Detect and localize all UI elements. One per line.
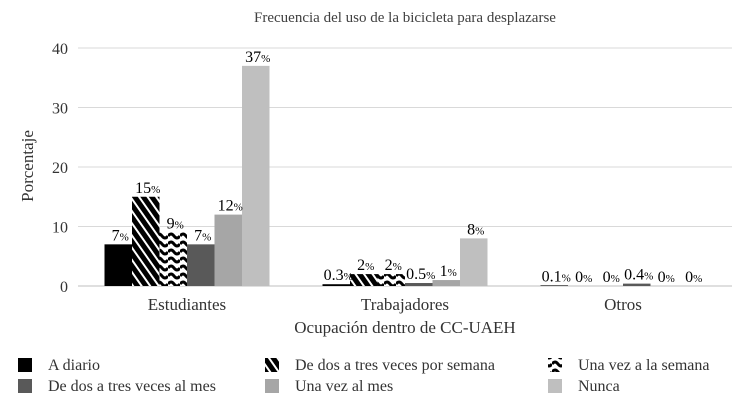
data-label: 15% bbox=[135, 180, 160, 197]
y-tick-label: 40 bbox=[52, 41, 68, 58]
data-label: 7% bbox=[112, 227, 129, 244]
bar bbox=[623, 283, 651, 286]
legend-item: De dos a tres veces por semana bbox=[265, 357, 495, 374]
legend-swatch bbox=[548, 358, 562, 372]
bar bbox=[432, 280, 460, 286]
bar bbox=[460, 238, 488, 286]
category-label: Trabajadores bbox=[361, 295, 449, 314]
data-label: 8% bbox=[467, 221, 484, 238]
bar bbox=[377, 274, 405, 286]
data-label: 1% bbox=[440, 263, 457, 280]
data-label: 0% bbox=[603, 269, 620, 286]
y-tick-label: 0 bbox=[60, 279, 68, 296]
data-label: 7% bbox=[194, 227, 211, 244]
bar bbox=[104, 244, 132, 286]
category-labels: Estudiantes Trabajadores Otros bbox=[148, 295, 642, 314]
legend-label: Nunca bbox=[578, 378, 620, 395]
y-axis-label: Porcentaje bbox=[18, 130, 37, 202]
legend-swatch bbox=[548, 379, 562, 393]
legend-item: A diario bbox=[18, 357, 100, 374]
y-tick-labels: 0 10 20 30 40 bbox=[52, 41, 68, 296]
y-tick-label: 10 bbox=[52, 220, 68, 237]
legend-label: A diario bbox=[48, 357, 100, 374]
legend: A diario De dos a tres veces por semana Un… bbox=[18, 357, 709, 395]
legend-label: Una vez al mes bbox=[295, 378, 393, 395]
chart-title: Frecuencia del uso de la bicicleta para … bbox=[254, 10, 556, 26]
category-label: Otros bbox=[604, 295, 642, 314]
legend-item: Una vez a la semana bbox=[548, 357, 709, 374]
data-label: 0.1% bbox=[542, 268, 571, 285]
x-axis-label: Ocupación dentro de CC-UAEH bbox=[294, 318, 515, 337]
legend-swatch bbox=[265, 358, 279, 372]
data-label: 0.5% bbox=[406, 266, 435, 283]
data-label: 2% bbox=[357, 257, 374, 274]
data-label: 12% bbox=[218, 198, 243, 215]
data-label: 0% bbox=[685, 269, 702, 286]
legend-swatch bbox=[265, 379, 279, 393]
legend-item: Una vez al mes bbox=[265, 378, 393, 395]
y-tick-label: 30 bbox=[52, 101, 68, 118]
bar bbox=[214, 214, 242, 286]
legend-swatch bbox=[18, 379, 32, 393]
legend-label: Una vez a la semana bbox=[578, 357, 709, 374]
bar bbox=[350, 274, 378, 286]
bar bbox=[159, 232, 187, 286]
bar bbox=[322, 284, 350, 286]
data-label: 37% bbox=[245, 49, 270, 66]
data-labels: 7%15%9%7%12%37%0.3%2% 2% 0.5% 1%8%0.1% 0% 0% 0… bbox=[112, 49, 703, 286]
data-label: 0.3% bbox=[324, 267, 353, 284]
bar bbox=[132, 196, 160, 286]
data-label: 0.4% bbox=[624, 267, 653, 284]
bar bbox=[242, 65, 270, 286]
bar bbox=[405, 283, 433, 286]
bar bbox=[187, 244, 215, 286]
bars bbox=[104, 65, 651, 286]
data-label: 0% bbox=[658, 269, 675, 286]
legend-item: De dos a tres veces al mes bbox=[18, 378, 216, 395]
data-label: 9% bbox=[167, 215, 184, 232]
y-tick-label: 20 bbox=[52, 160, 68, 177]
legend-label: De dos a tres veces al mes bbox=[48, 378, 216, 395]
data-label: 0% bbox=[575, 269, 592, 286]
category-label: Estudiantes bbox=[148, 295, 226, 314]
legend-swatch bbox=[18, 358, 32, 372]
legend-label: De dos a tres veces por semana bbox=[295, 357, 495, 374]
legend-item: Nunca bbox=[548, 378, 620, 395]
data-label: 2% bbox=[385, 257, 402, 274]
bar bbox=[540, 285, 568, 286]
